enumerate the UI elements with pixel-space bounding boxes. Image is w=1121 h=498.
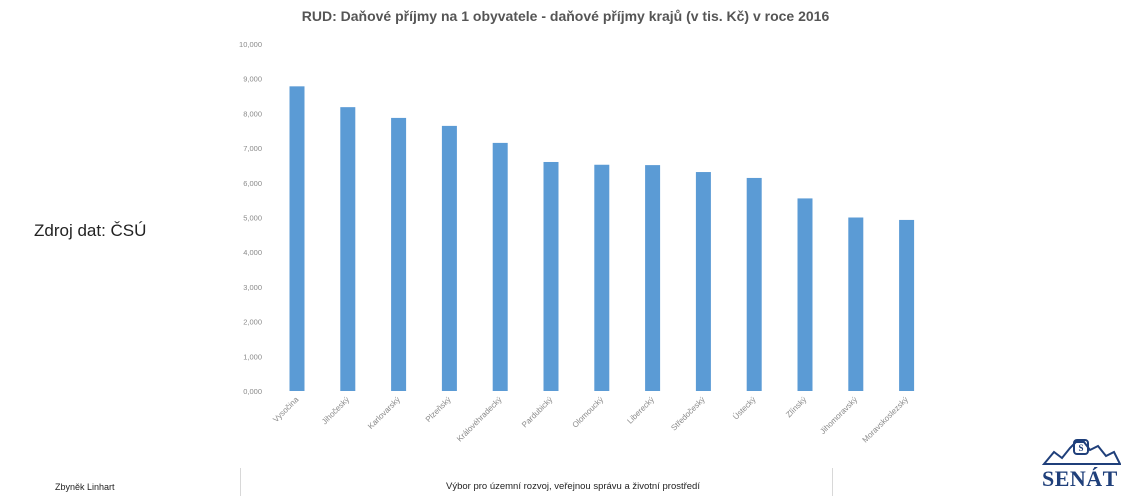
senat-logo: S SENÁT	[1036, 438, 1121, 498]
x-tick-label: Jihočeský	[320, 395, 351, 426]
bar	[695, 172, 711, 391]
footer-committee: Výbor pro územní rozvoj, veřejnou správu…	[446, 481, 700, 492]
x-tick-label: Středočeský	[669, 395, 706, 432]
x-axis-labels: Vysočina Jihočeský Karlovarský Plzeňský Král…	[271, 395, 910, 445]
y-tick-label: 10,000	[239, 40, 262, 49]
bar	[492, 142, 508, 391]
x-tick-label: Královéhradecký	[455, 395, 504, 444]
bar	[543, 161, 559, 391]
senat-logo-text: SENÁT	[1042, 466, 1118, 491]
footer-divider-left	[240, 468, 241, 496]
x-tick-label: Olomoucký	[571, 395, 606, 430]
y-tick-label: 3,000	[243, 283, 262, 292]
y-axis: 0,000 1,000 2,000 3,000 4,000 5,000 6,000 7,000…	[239, 40, 262, 396]
bar-chart: 0,000 1,000 2,000 3,000 4,000 5,000 6,000 7,000…	[239, 40, 915, 445]
y-tick-label: 8,000	[243, 109, 262, 118]
bar	[848, 217, 864, 391]
y-tick-label: 5,000	[243, 214, 262, 223]
x-tick-label: Moravskoslezský	[861, 395, 910, 444]
x-tick-label: Plzeňský	[424, 395, 453, 424]
bar	[645, 165, 661, 391]
x-tick-label: Liberecký	[625, 395, 656, 426]
y-tick-label: 1,000	[243, 352, 262, 361]
bar-series	[289, 86, 915, 392]
bar	[289, 86, 305, 392]
x-tick-label: Jihomoravský	[818, 395, 859, 436]
footer-author: Zbyněk Linhart	[55, 482, 115, 492]
y-tick-label: 6,000	[243, 179, 262, 188]
bar	[746, 177, 762, 391]
senat-emblem-icon: S	[1041, 439, 1121, 465]
data-source-label: Zdroj dat: ČSÚ	[34, 221, 147, 240]
x-tick-label: Zlínský	[784, 395, 808, 419]
y-tick-label: 4,000	[243, 248, 262, 257]
footer-divider-right	[832, 468, 833, 496]
x-tick-label: Pardubický	[520, 395, 554, 429]
x-tick-label: Vysočina	[271, 395, 300, 424]
svg-text:S: S	[1078, 443, 1083, 453]
y-tick-label: 0,000	[243, 387, 262, 396]
bar	[899, 219, 915, 391]
bar	[441, 125, 457, 391]
bar	[797, 198, 813, 391]
bar	[340, 107, 356, 392]
x-tick-label: Ústecký	[731, 395, 757, 421]
x-tick-label: Karlovarský	[366, 395, 402, 431]
y-tick-label: 7,000	[243, 144, 262, 153]
y-tick-label: 2,000	[243, 318, 262, 327]
bar	[594, 164, 610, 391]
bar	[391, 117, 407, 391]
chart-title: RUD: Daňové příjmy na 1 obyvatele - daňo…	[301, 8, 830, 24]
y-tick-label: 9,000	[243, 75, 262, 84]
